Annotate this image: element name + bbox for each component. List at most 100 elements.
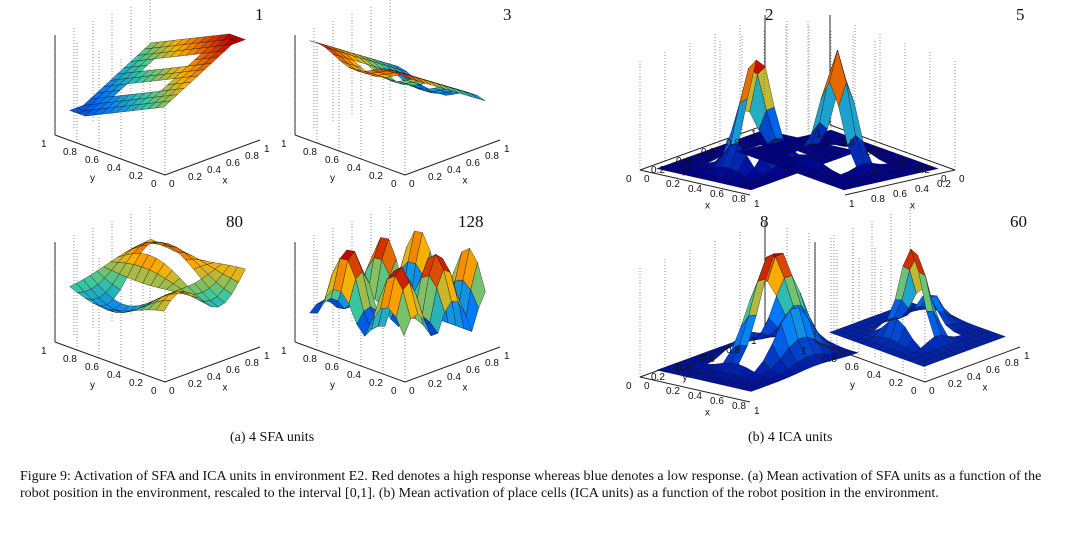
x-tick-label: 1: [264, 144, 270, 155]
y-tick-label: 0.2: [129, 378, 143, 389]
y-tick-label: 0: [391, 179, 397, 190]
y-tick-label: 0.6: [701, 354, 715, 365]
x-tick-label: 0.2: [666, 179, 680, 190]
sfa-unit-128-panel: 128 0 0 0.2 0.2 0.4 0.4 0.6 0.6 0.8 0.8 1 1 x y: [270, 207, 530, 422]
surface-cell: [915, 361, 932, 367]
y-axis-label: y: [850, 380, 855, 391]
axes-frame: [814, 207, 1021, 383]
x-tick-label: 0.4: [207, 372, 221, 383]
x-tick-label: 0.2: [188, 172, 202, 183]
y-axis-line: [294, 341, 406, 383]
y-tick-label: 0.4: [347, 163, 361, 174]
y-axis-label: y: [873, 166, 878, 177]
panel-number: 8: [760, 212, 769, 231]
x-axis-label: x: [223, 383, 228, 394]
y-tick-label: 0.4: [676, 363, 690, 374]
ica-unit-5-panel: 5 0 0 0.2 0.2 0.4 0.4 0.6 0.6 0.8 0.8 1 1 x y: [719, 5, 1050, 215]
panel-number: 60: [1010, 212, 1027, 231]
x-tick-label: 0.8: [485, 151, 499, 162]
y-tick-label: 0.6: [701, 147, 715, 158]
y-tick-label: 0.4: [107, 163, 121, 174]
y-tick-label: 0.2: [651, 165, 665, 176]
x-tick-label: 0: [169, 386, 175, 397]
panel-number: 3: [503, 5, 512, 24]
y-tick-label: 0: [626, 174, 632, 185]
x-tick-label: 0.2: [428, 379, 442, 390]
x-tick-label: 0.8: [1005, 358, 1019, 369]
x-axis-line: [164, 346, 261, 383]
x-tick-label: 0: [929, 386, 935, 397]
panel-number: 1: [255, 5, 264, 24]
y-tick-label: 0.4: [107, 370, 121, 381]
x-tick-label: 0: [169, 179, 175, 190]
x-tick-label: 0.6: [466, 158, 480, 169]
y-tick-label: 0.4: [676, 156, 690, 167]
surface-mesh: [69, 238, 246, 313]
y-tick-label: 0.6: [85, 155, 99, 166]
x-tick-label: 1: [754, 406, 760, 417]
surface-cell: [155, 100, 172, 109]
x-tick-label: 0.6: [226, 365, 240, 376]
x-tick-label: 0.4: [688, 184, 702, 195]
y-tick-label: 0.4: [867, 370, 881, 381]
x-axis-line: [924, 346, 1021, 383]
x-axis-label: x: [983, 383, 988, 394]
x-axis-line: [844, 169, 956, 196]
x-tick-label: 0: [644, 381, 650, 392]
y-tick-label: 1: [751, 336, 757, 347]
x-axis-label: x: [705, 408, 710, 419]
sfa-unit-3-panel: 3 0 0 0.2 0.2 0.4 0.4 0.6 0.6 0.8 0.8 1 1 x y: [270, 0, 530, 215]
x-axis-label: x: [223, 176, 228, 187]
subcaption-ica: (b) 4 ICA units: [748, 430, 833, 445]
axes-frame: [54, 207, 261, 383]
x-tick-label: 0.6: [710, 189, 724, 200]
y-tick-label: 0.6: [845, 362, 859, 373]
y-tick-label: 0: [151, 179, 157, 190]
x-axis-line: [404, 139, 501, 176]
y-tick-label: 0.6: [866, 147, 880, 158]
ica-unit-8-panel: 8 0 0 0.2 0.2 0.4 0.4 0.6 0.6 0.8 0.8 1 1 x y: [545, 212, 876, 422]
x-tick-label: 0.6: [710, 396, 724, 407]
panel-number: 80: [226, 212, 243, 231]
surface-mesh: [309, 40, 486, 102]
x-tick-label: 0.2: [666, 386, 680, 397]
panel-number: 5: [1016, 5, 1025, 24]
surface-cell: [155, 300, 172, 312]
y-axis-label: y: [90, 173, 95, 184]
y-tick-label: 0: [941, 174, 947, 185]
x-tick-label: 0.8: [485, 358, 499, 369]
y-tick-label: 0.2: [916, 165, 930, 176]
surface-mesh: [736, 49, 939, 191]
x-tick-label: 0.6: [226, 158, 240, 169]
x-tick-label: 0.8: [245, 151, 259, 162]
y-tick-label: 0.8: [63, 147, 77, 158]
y-tick-label: 0: [626, 381, 632, 392]
y-tick-label: 0.8: [303, 354, 317, 365]
surface-mesh: [69, 33, 246, 117]
surface-cell: [396, 71, 411, 80]
sfa-unit-1-panel: 1 0 0 0.2 0.2 0.4 0.4 0.6 0.6 0.8 0.8 1 1 x y: [30, 0, 290, 215]
y-tick-label: 0.8: [726, 345, 740, 356]
y-tick-label: 1: [281, 346, 287, 357]
x-tick-label: 0.2: [188, 379, 202, 390]
y-tick-label: 0: [391, 386, 397, 397]
y-tick-label: 0.2: [369, 171, 383, 182]
x-axis-label: x: [705, 201, 710, 212]
x-axis-line: [164, 139, 261, 176]
x-tick-label: 0: [644, 174, 650, 185]
x-axis-label: x: [463, 176, 468, 187]
surface-cell: [395, 289, 411, 337]
y-axis-line: [54, 341, 166, 383]
axes-frame: [294, 0, 501, 176]
y-axis-label: y: [330, 173, 335, 184]
x-tick-label: 0.4: [447, 165, 461, 176]
x-tick-label: 1: [264, 351, 270, 362]
ica-unit-60-panel: 60 0 0 0.2 0.2 0.4 0.4 0.6 0.6 0.8 0.8 1 1 x y: [790, 207, 1050, 422]
x-tick-label: 0: [409, 179, 415, 190]
